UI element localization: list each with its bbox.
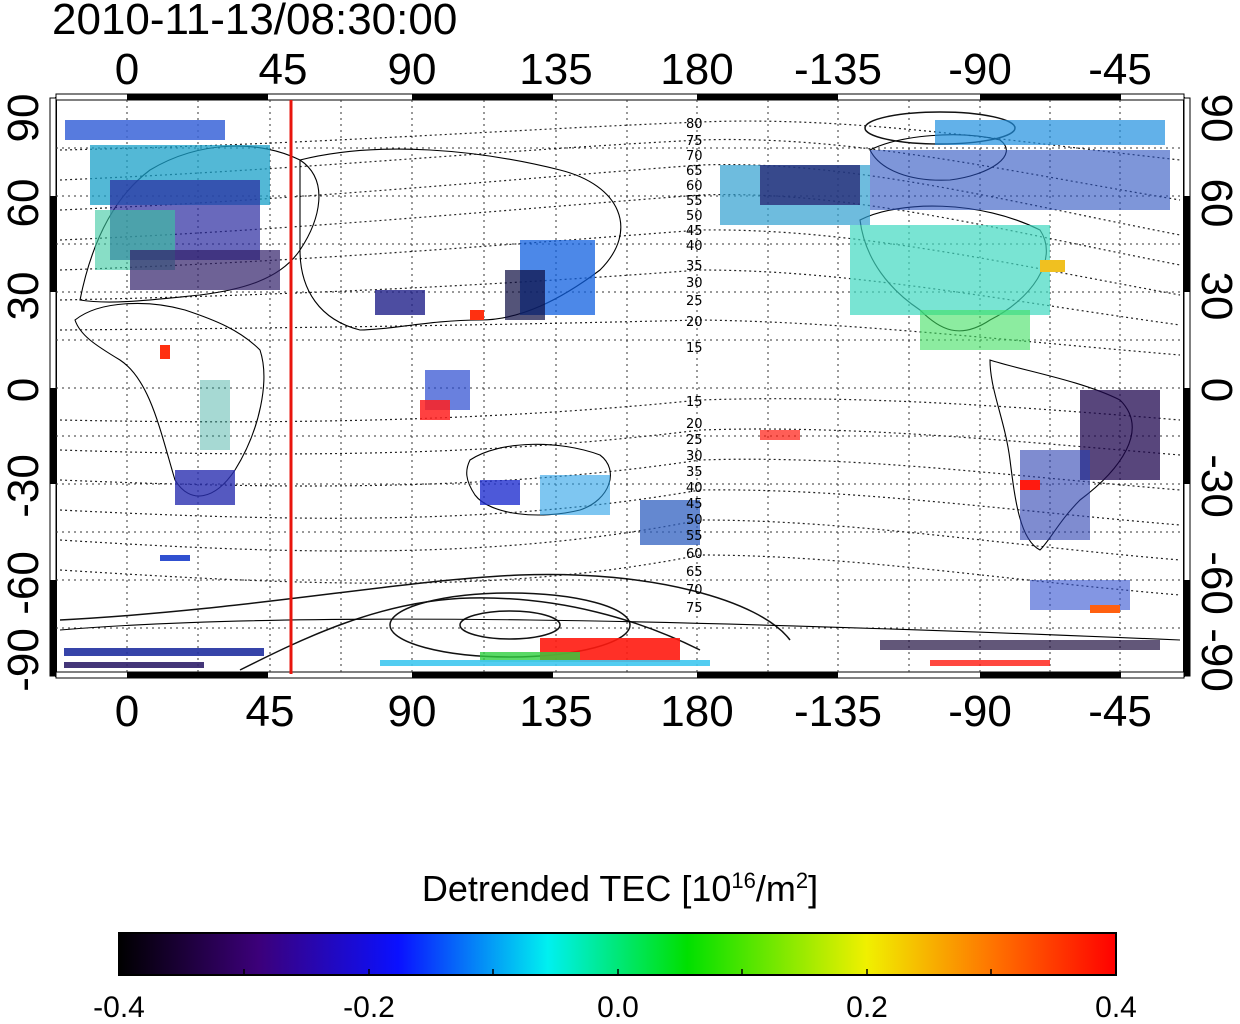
contour-label: 45: [686, 224, 703, 239]
bottom-lon-tick: -90: [948, 687, 1012, 736]
contour-label: 40: [686, 481, 703, 496]
tec-data-cells: [64, 120, 1170, 668]
top-lon-tick: 135: [519, 45, 593, 94]
bottom-lon-tick: 0: [114, 687, 140, 736]
colorbar-tick-label: -0.2: [343, 991, 395, 1024]
contour-label: 15: [686, 341, 703, 356]
contour-label: 20: [686, 315, 703, 330]
timestamp-title: 2010-11-13/08:30:00: [52, 0, 458, 44]
contour-label: 60: [686, 179, 703, 194]
top-lon-tick: -45: [1088, 45, 1152, 94]
contour-label: 75: [686, 134, 703, 149]
bottom-lon-tick: 45: [245, 687, 295, 736]
contour-label: 80: [686, 117, 703, 132]
contour-label: 45: [686, 497, 703, 512]
colorbar-title: Detrended TEC [1016/m2]: [421, 868, 819, 909]
bottom-lon-tick: -45: [1088, 687, 1152, 736]
contour-label: 55: [686, 194, 703, 209]
colorbar-ticks: [118, 969, 1117, 975]
top-lon-tick: 180: [660, 45, 734, 94]
contour-label: 25: [686, 433, 703, 448]
contour-label: 70: [686, 583, 703, 598]
colorbar-gradient: [118, 932, 1117, 976]
contour-label: 20: [686, 417, 703, 432]
magnetic-contours: [59, 120, 1181, 596]
axis-bars: [49, 93, 1191, 679]
top-lon-tick: -135: [793, 45, 883, 94]
tec-map: 80 75 70 65 60 55 50 45 40 35 30 25 20 1…: [49, 93, 1191, 679]
contour-label: 65: [686, 164, 703, 179]
top-lon-tick: -90: [948, 45, 1012, 94]
contour-label: 75: [686, 601, 703, 616]
colorbar-tick-label: -0.4: [93, 991, 145, 1024]
bottom-lon-tick: 180: [660, 687, 734, 736]
colorbar-tick-label: 0.2: [846, 991, 888, 1024]
colorbar-tick-label: 0.4: [1095, 991, 1137, 1024]
bottom-lon-tick: 90: [387, 687, 437, 736]
contour-label: 55: [686, 529, 703, 544]
colorbar: [118, 932, 1117, 976]
contour-label: 50: [686, 209, 703, 224]
contour-label: 70: [686, 149, 703, 164]
bottom-lon-tick: -135: [793, 687, 883, 736]
contour-label: 40: [686, 239, 703, 254]
contour-labels: 80 75 70 65 60 55 50 45 40 35 30 25 20 1…: [686, 117, 703, 616]
contour-label: 30: [686, 276, 703, 291]
contour-label: 15: [686, 395, 703, 410]
bottom-lon-tick: 135: [519, 687, 593, 736]
contour-label: 35: [686, 465, 703, 480]
contour-label: 65: [686, 565, 703, 580]
colorbar-tick-label: 0.0: [597, 991, 639, 1024]
contour-label: 60: [686, 547, 703, 562]
contour-label: 35: [686, 259, 703, 274]
graticule: [56, 100, 1184, 674]
contour-label: 50: [686, 513, 703, 528]
contour-label: 25: [686, 294, 703, 309]
top-lon-tick: 0: [114, 45, 140, 94]
top-lon-tick: 45: [258, 45, 308, 94]
contour-label: 30: [686, 449, 703, 464]
top-lon-tick: 90: [387, 45, 437, 94]
